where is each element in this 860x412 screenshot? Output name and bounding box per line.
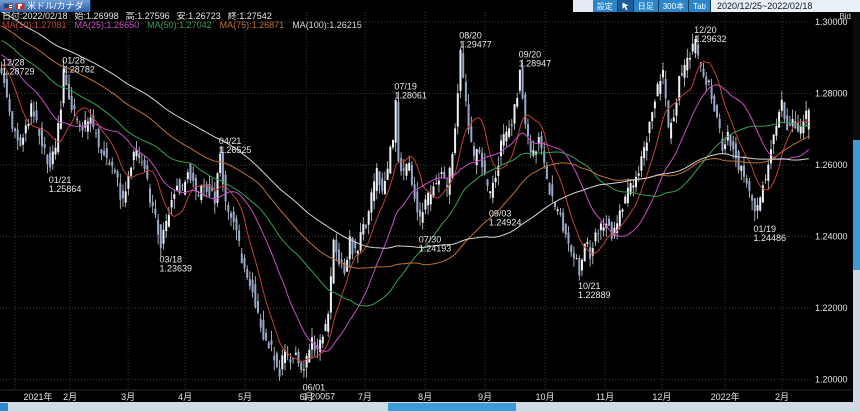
info-date: 日付:2022/02/18 bbox=[2, 11, 68, 21]
svg-text:07/30: 07/30 bbox=[419, 235, 442, 245]
us-flag-icon bbox=[3, 2, 13, 10]
svg-text:01/28: 01/28 bbox=[62, 56, 85, 66]
ma-legend: MA(10):1.27081 MA(25):1.26650 MA(50):1.270… bbox=[2, 21, 370, 30]
horizontal-scrollbar[interactable] bbox=[0, 402, 860, 412]
svg-text:2021年: 2021年 bbox=[23, 391, 52, 402]
info-close: 終:1.27542 bbox=[227, 11, 272, 21]
toolbar-spacer bbox=[572, 0, 593, 12]
svg-text:1.24000: 1.24000 bbox=[815, 232, 848, 242]
svg-text:1.28947: 1.28947 bbox=[519, 59, 552, 69]
horizontal-scrollbar-thumb[interactable] bbox=[388, 403, 516, 411]
info-high: 高:1.27596 bbox=[125, 11, 170, 21]
ma100-legend: MA(100):1.26215 bbox=[292, 20, 362, 30]
svg-text:1.30000: 1.30000 bbox=[815, 17, 848, 27]
svg-text:9月: 9月 bbox=[478, 392, 492, 402]
bar-count-button[interactable]: 300本 bbox=[658, 0, 690, 12]
settings-button[interactable]: 設定 bbox=[592, 0, 618, 12]
ma25-legend: MA(25):1.26650 bbox=[74, 20, 140, 30]
svg-text:04/21: 04/21 bbox=[219, 136, 242, 146]
info-low: 安:1.26723 bbox=[176, 11, 221, 21]
svg-text:10/21: 10/21 bbox=[578, 281, 601, 291]
vertical-scrollbar-track-lower[interactable] bbox=[853, 270, 860, 402]
tab-mode-button[interactable]: Tab bbox=[689, 0, 711, 12]
canada-flag-icon bbox=[15, 2, 25, 10]
svg-text:10月: 10月 bbox=[536, 392, 555, 402]
svg-text:1.28000: 1.28000 bbox=[815, 89, 848, 99]
tab-usdcad[interactable]: 米ドル/カナダ bbox=[0, 0, 91, 12]
vertical-scrollbar[interactable] bbox=[853, 12, 860, 402]
svg-text:6月: 6月 bbox=[300, 392, 314, 402]
svg-text:01/21: 01/21 bbox=[49, 175, 72, 185]
svg-text:1.28782: 1.28782 bbox=[62, 65, 95, 75]
svg-text:1.29632: 1.29632 bbox=[694, 34, 727, 44]
date-range-label[interactable]: 2020/12/25~2022/02/18 bbox=[711, 0, 860, 12]
svg-text:01/19: 01/19 bbox=[754, 224, 777, 234]
ma50-legend: MA(50):1.27042 bbox=[147, 20, 212, 30]
svg-text:03/18: 03/18 bbox=[160, 254, 183, 264]
svg-text:06/01: 06/01 bbox=[303, 382, 326, 392]
svg-text:1.24193: 1.24193 bbox=[419, 244, 452, 254]
info-open: 始:1.26998 bbox=[74, 11, 119, 21]
svg-text:4月: 4月 bbox=[178, 392, 192, 402]
svg-text:09/03: 09/03 bbox=[489, 208, 512, 218]
svg-text:1.22889: 1.22889 bbox=[578, 290, 611, 300]
svg-text:12/20: 12/20 bbox=[694, 25, 717, 35]
svg-text:7月: 7月 bbox=[358, 392, 372, 402]
ma10-legend: MA(10):1.27081 bbox=[2, 20, 67, 30]
cursor-icon bbox=[622, 2, 629, 10]
svg-text:1.28061: 1.28061 bbox=[394, 90, 427, 100]
svg-text:11月: 11月 bbox=[596, 392, 614, 402]
svg-text:1.29477: 1.29477 bbox=[459, 40, 492, 50]
svg-text:1.24924: 1.24924 bbox=[489, 217, 522, 227]
scroll-left-button[interactable] bbox=[0, 403, 8, 411]
svg-text:1.23639: 1.23639 bbox=[160, 263, 193, 273]
ma75-legend: MA(75):1.26871 bbox=[219, 20, 285, 30]
top-toolbar: 米ドル/カナダ 設定 日足 300本 Tab 2020/12/25~2022/0… bbox=[0, 0, 860, 12]
svg-text:1.22000: 1.22000 bbox=[815, 303, 848, 313]
svg-text:5月: 5月 bbox=[238, 392, 252, 402]
svg-text:1.20057: 1.20057 bbox=[303, 391, 336, 401]
bid-label: Bid bbox=[839, 12, 851, 21]
svg-text:2月: 2月 bbox=[63, 392, 77, 402]
svg-text:07/19: 07/19 bbox=[394, 81, 417, 91]
svg-text:1.26525: 1.26525 bbox=[219, 145, 252, 155]
svg-text:8月: 8月 bbox=[418, 392, 432, 402]
svg-text:08/20: 08/20 bbox=[459, 31, 482, 41]
vertical-scrollbar-thumb[interactable] bbox=[853, 140, 860, 270]
cursor-tool-button[interactable] bbox=[617, 0, 634, 12]
svg-text:1.28729: 1.28729 bbox=[2, 66, 35, 76]
svg-text:12月: 12月 bbox=[652, 392, 671, 402]
svg-text:12/28: 12/28 bbox=[2, 57, 25, 67]
svg-text:1.25864: 1.25864 bbox=[49, 184, 82, 194]
svg-text:3月: 3月 bbox=[121, 392, 135, 402]
svg-text:2月: 2月 bbox=[775, 392, 789, 402]
toolbar-controls: 設定 日足 300本 Tab 2020/12/25~2022/02/18 bbox=[572, 0, 860, 12]
svg-text:1.20000: 1.20000 bbox=[815, 375, 848, 385]
svg-text:09/20: 09/20 bbox=[519, 50, 542, 60]
vertical-scrollbar-track-upper[interactable] bbox=[853, 12, 860, 140]
timeframe-button[interactable]: 日足 bbox=[633, 0, 659, 12]
pair-tab-label: 米ドル/カナダ bbox=[27, 1, 84, 11]
ohlc-info-line: 日付:2022/02/18 始:1.26998 高:1.27596 安:1.26723… bbox=[2, 12, 279, 21]
svg-text:2022年: 2022年 bbox=[711, 391, 740, 402]
svg-text:1.24486: 1.24486 bbox=[754, 233, 787, 243]
svg-text:1.26000: 1.26000 bbox=[815, 160, 848, 170]
